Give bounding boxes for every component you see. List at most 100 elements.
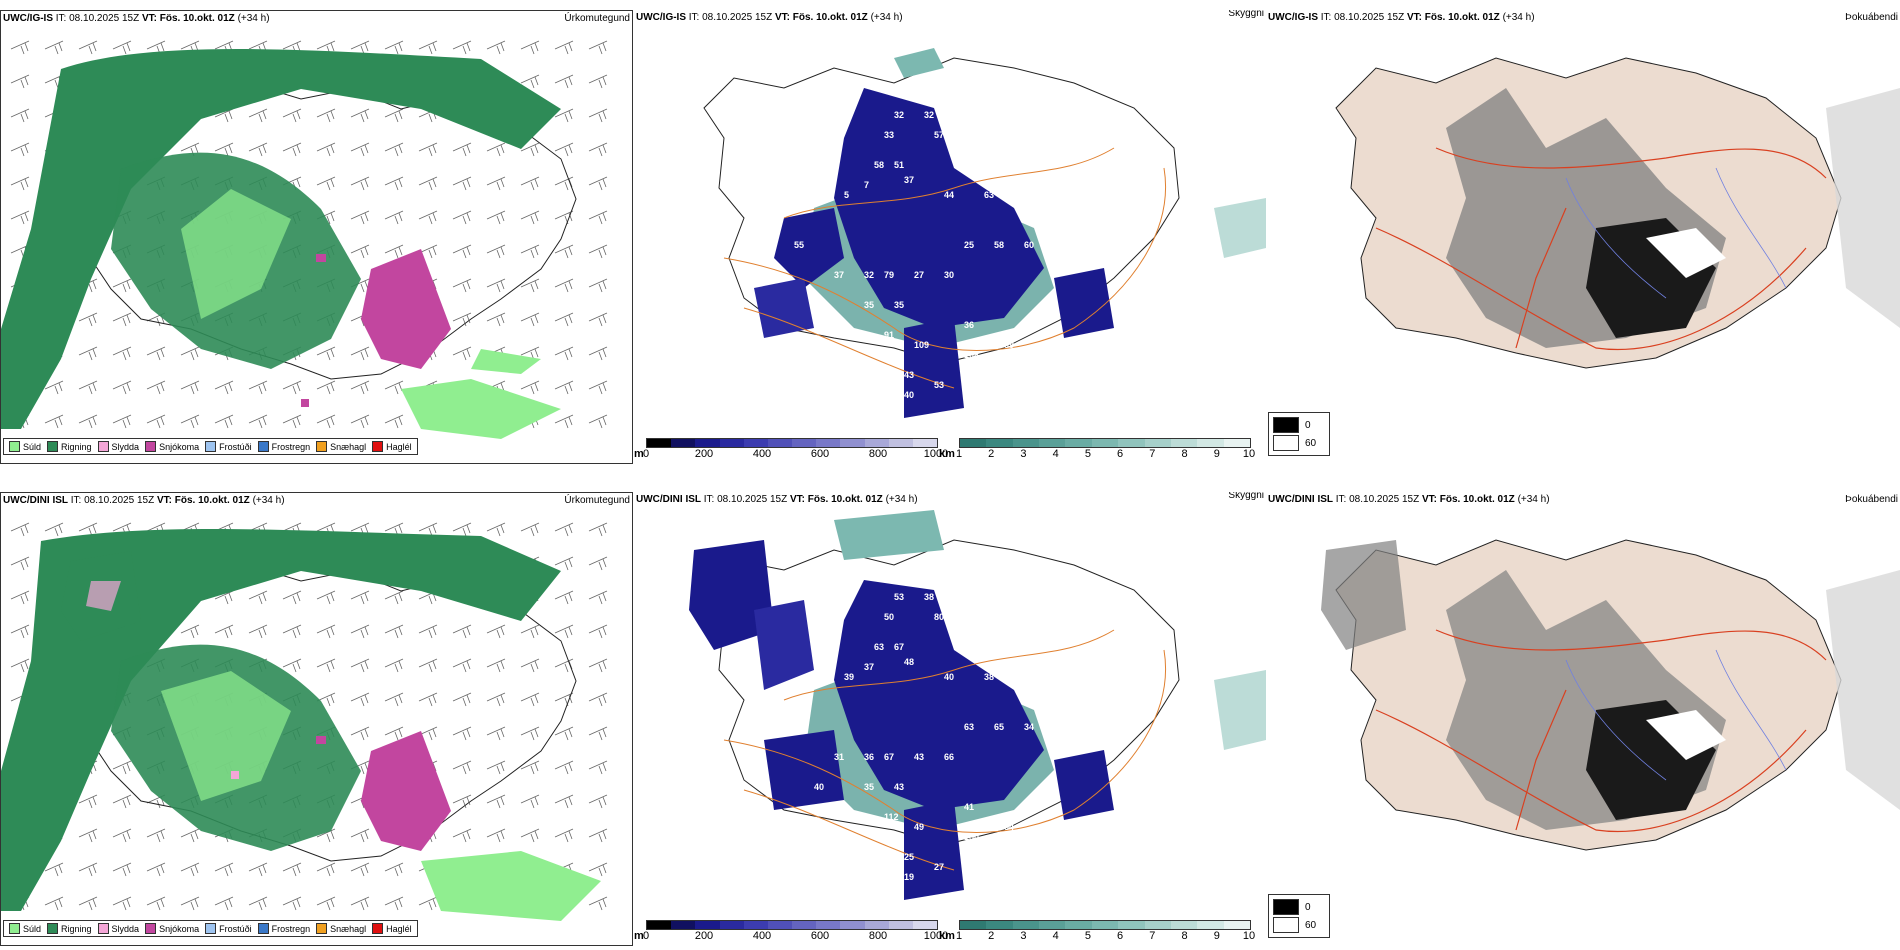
legend-swatch <box>316 441 328 452</box>
fog-legend-swatch <box>1273 435 1299 451</box>
ceiling-value-label: 53 <box>894 592 904 602</box>
colorbar-tick: 1000 <box>923 448 949 460</box>
fog-legend-item: 60 <box>1273 434 1325 452</box>
colorbar-tick: 2 <box>988 930 995 942</box>
model-name: UWC/IG-IS <box>3 13 53 24</box>
it-label: IT: <box>703 494 715 505</box>
ceiling-value-label: 41 <box>814 300 824 310</box>
ceiling-colorbar-swatches <box>646 920 938 930</box>
ceiling-value-label: 35 <box>864 782 874 792</box>
panel-header: UWC/DINI ISL IT: 08.10.2025 15Z VT: Fös.… <box>1 493 632 509</box>
ceiling-value-label: 63 <box>874 642 884 652</box>
ceiling-value-label: 112 <box>884 812 899 822</box>
panel-header: UWC/IG-IS IT: 08.10.2025 15Z VT: Fös. 10… <box>634 10 1266 26</box>
colorbar-tick: 600 <box>810 448 830 460</box>
fog-legend-item: 0 <box>1273 416 1325 434</box>
ceiling-value-label: 37 <box>864 662 874 672</box>
vt-value: Fös. 10.okt. 01Z <box>792 12 868 23</box>
lead-time: (+34 h) <box>870 12 903 23</box>
colorbar-swatch <box>1118 439 1145 447</box>
colorbar-tick: 1000 <box>923 930 949 942</box>
colorbar-swatch <box>767 439 793 447</box>
ceiling-unit: m <box>634 930 644 942</box>
colorbar-tick: 8 <box>1181 448 1188 460</box>
colorbar-swatch <box>816 921 841 929</box>
vt-value: Fös. 10.okt. 01Z <box>1439 494 1515 505</box>
colorbar-swatch <box>1039 921 1066 929</box>
colorbar-swatch <box>1012 439 1040 447</box>
panel-title: Úrkomutegund <box>564 495 630 506</box>
colorbar-swatch <box>816 439 841 447</box>
legend-item: Rigning <box>47 923 92 934</box>
ceiling-value-label: 36 <box>964 320 974 330</box>
ceiling-value-label: 7 <box>864 180 869 190</box>
ceiling-value-label: 42 <box>1054 842 1064 852</box>
colorbar-swatch <box>1144 439 1171 447</box>
precip-legend: Súld Rigning Slydda Snjókoma Frostúði Fr… <box>3 920 418 937</box>
vt-value: Fös. 10.okt. 01Z <box>159 13 235 24</box>
ceiling-value-label: 43 <box>904 370 914 380</box>
fog-legend-item: 0 <box>1273 898 1325 916</box>
ceiling-value-label: 51 <box>894 160 904 170</box>
it-value: 08.10.2025 15Z <box>717 494 788 505</box>
cloud-panel-row1: UWC/IG-IS IT: 08.10.2025 15Z VT: Fös. 10… <box>634 10 1266 464</box>
colorbar-tick: 200 <box>694 930 714 942</box>
ceiling-value-label: 108 <box>964 350 979 360</box>
legend-item: Snjókoma <box>145 923 199 934</box>
ceiling-value-label: 40 <box>814 782 824 792</box>
it-label: IT: <box>1320 12 1332 23</box>
colorbar-tick: 5 <box>1084 930 1091 942</box>
colorbar-swatch <box>743 439 768 447</box>
ceiling-value-label: 27 <box>914 270 924 280</box>
fog-legend: 0 60 <box>1268 412 1330 456</box>
vt-label: VT: <box>789 494 805 505</box>
model-name: UWC/DINI ISL <box>1268 494 1333 505</box>
colorbar-swatch <box>864 439 889 447</box>
legend-item: Frostregn <box>257 441 310 452</box>
precip-map <box>1 29 632 449</box>
legend-item: Rigning <box>47 441 92 452</box>
colorbar-tick: 1 <box>955 930 963 942</box>
visibility-unit: km <box>939 448 955 460</box>
ceiling-value-label: 28 <box>924 415 934 425</box>
colorbar-swatch <box>888 921 913 929</box>
ceiling-value-label: 109 <box>914 340 929 350</box>
legend-item: Súld <box>9 923 41 934</box>
ceiling-value-label: 93 <box>834 802 844 812</box>
vt-label: VT: <box>1421 494 1437 505</box>
ceiling-value-label: 57 <box>934 130 944 140</box>
ceiling-colorbar-swatches <box>646 438 938 448</box>
legend-swatch <box>205 441 217 452</box>
ceiling-value-label: 80 <box>934 612 944 622</box>
colorbar-swatch <box>719 439 744 447</box>
colorbar-swatch <box>960 439 987 447</box>
panel-header: UWC/DINI ISL IT: 08.10.2025 15Z VT: Fös.… <box>1266 492 1900 508</box>
legend-swatch <box>145 923 157 934</box>
colorbar-tick: 400 <box>752 930 772 942</box>
colorbar-swatch <box>888 439 913 447</box>
it-value: 08.10.2025 15Z <box>1349 494 1420 505</box>
legend-swatch <box>9 923 20 934</box>
colorbar-swatch <box>1039 439 1066 447</box>
ceiling-value-label: 44 <box>944 190 954 200</box>
colorbar-swatch <box>1170 921 1198 929</box>
ceiling-value-label: 79 <box>884 270 894 280</box>
precip-panel-row2: UWC/DINI ISL IT: 08.10.2025 15Z VT: Fös.… <box>0 492 633 946</box>
it-value: 08.10.2025 15Z <box>84 495 155 506</box>
colorbar-tick: 600 <box>810 930 830 942</box>
colorbar-tick: 10 <box>1242 448 1256 460</box>
colorbar-swatch <box>1170 439 1198 447</box>
it-value: 08.10.2025 15Z <box>69 13 140 24</box>
ceiling-value-label: 38 <box>984 672 994 682</box>
model-name: UWC/DINI ISL <box>636 494 701 505</box>
colorbar-swatch <box>912 921 938 929</box>
legend-swatch <box>9 441 20 452</box>
fog-panel-row1: UWC/IG-IS IT: 08.10.2025 15Z VT: Fös. 10… <box>1266 10 1900 464</box>
legend-item: Slydda <box>97 923 139 934</box>
colorbar-swatch <box>864 921 889 929</box>
lead-time: (+34 h) <box>237 13 270 24</box>
lead-time: (+34 h) <box>252 495 285 506</box>
ceiling-value-label: 49 <box>914 822 924 832</box>
